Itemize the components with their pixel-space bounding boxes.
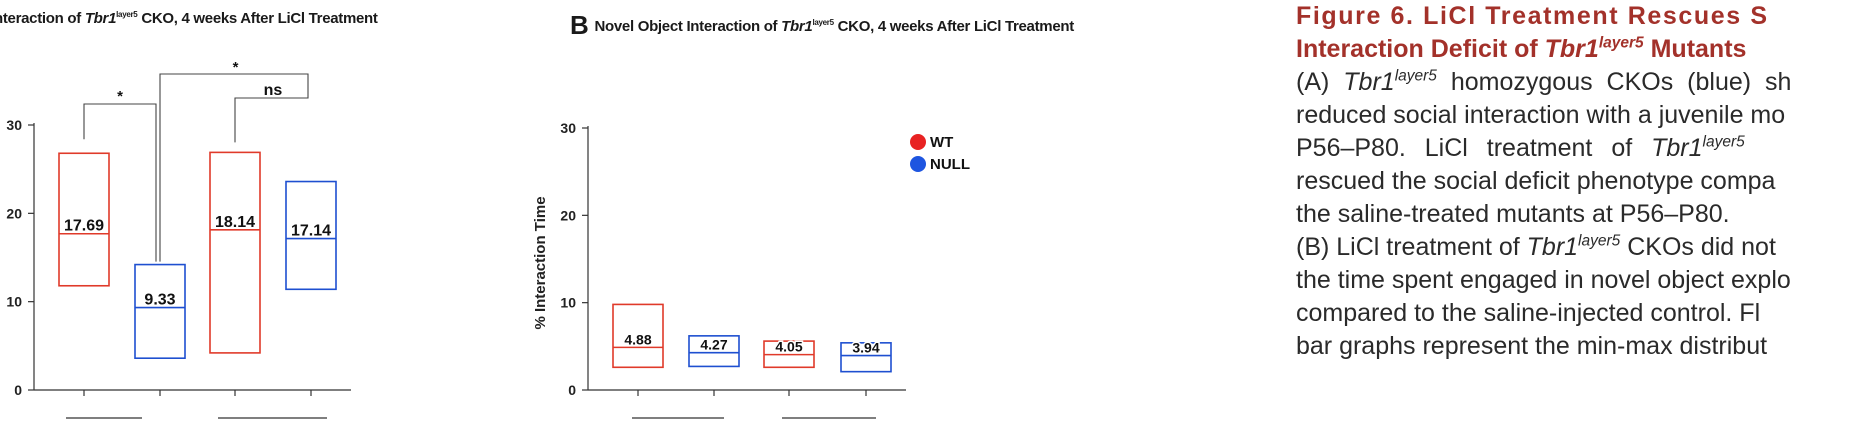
y-tick-label: 0 [14,382,22,398]
legend-swatch-null [910,156,926,172]
panel-b-title: B Novel Object Interaction of Tbr1layer5 … [570,10,1074,41]
caption-title-line-1: Figure 6. LiCl Treatment Rescues S [1296,2,1769,30]
y-tick-label: 30 [6,117,22,133]
legend-swatch-wt [910,134,926,150]
caption-l6-b: CKOs did not [1620,233,1776,261]
legend-label-null: NULL [930,156,970,173]
legend: WT NULL [910,134,970,173]
panel-a-title: nteraction of Tbr1layer5 CKO, 4 weeks Af… [0,10,378,27]
data-label-3: 4.05 [775,339,802,355]
caption-line-9: bar graphs represent the min-max distrib… [1296,332,1768,360]
caption-line-4: rescued the social deficit phenotype com… [1296,167,1776,195]
bracket-3-4 [234,96,309,143]
caption-line-6: (B) LiCl treatment of Tbr1layer5 CKOs di… [1296,231,1864,264]
box-1 [612,303,664,369]
caption-line-3: P56–P80. LiCl treatment of Tbr1layer5 [1296,132,1864,165]
panel-b-title-prefix: Novel Object Interaction of [594,18,782,35]
figure-charts: 0 10 20 30 17.69 9.33 18.14 17.14 0 10 20 30 % Inter… [6,59,970,419]
y-tick-label: 10 [560,295,576,311]
y-tick-label: 10 [6,294,22,310]
y-tick-label: 20 [560,207,576,223]
box-4 [285,180,337,291]
caption-line-1: (A) Tbr1layer5 homozygous CKOs (blue) sh [1296,66,1864,99]
caption-title: Figure 6. LiCl Treatment Rescues S Inter… [1296,0,1864,66]
panel-a-title-suffix: CKO, 4 weeks After LiCl Treatment [137,10,378,27]
caption-title-gene-sup: layer5 [1598,34,1644,52]
chart-a: 0 10 20 30 17.69 9.33 18.14 17.14 [6,117,351,419]
bracket-1-2 [83,103,157,262]
significance-brackets: * * ns [83,59,309,262]
caption-line-8: compared to the saline-injected control.… [1296,299,1761,327]
panel-a-gene-sup: layer5 [116,10,138,19]
caption-title-gene: Tbr1 [1544,35,1599,63]
caption-title-prefix: Interaction Deficit of [1296,35,1545,63]
caption-l6-sup: layer5 [1578,232,1621,250]
y-axis-label: % Interaction Time [532,196,549,329]
caption-title-line-2: Interaction Deficit of Tbr1layer5 Mutant… [1296,33,1864,66]
panel-b-letter: B [570,10,589,40]
figure-caption: Figure 6. LiCl Treatment Rescues S Inter… [1296,0,1864,363]
data-label-4: 3.94 [852,340,879,356]
panel-a-gene: Tbr1 [84,10,117,27]
data-label-1: 4.88 [624,331,651,347]
data-label-2: 9.33 [144,292,175,309]
panel-b-gene: Tbr1 [781,18,813,35]
y-tick-label: 0 [568,382,576,398]
caption-l6-gene: Tbr1 [1526,233,1579,261]
chart-b: 0 10 20 30 % Interaction Time 4.88 4.27 4.05 3.9… [532,120,906,419]
caption-l1-gene: Tbr1 [1343,68,1395,96]
data-label-4: 17.14 [291,223,331,240]
box-4 [840,342,892,373]
caption-l1-b: homozygous CKOs (blue) sh [1436,68,1792,96]
caption-l1-a: (A) [1296,68,1344,96]
box-1 [58,152,110,287]
significance-label-2: * [233,59,239,76]
data-label-3: 18.14 [215,214,255,231]
data-label-1: 17.69 [64,218,104,235]
box-2 [134,263,186,360]
y-tick-label: 20 [6,205,22,221]
panel-b-gene-sup: layer5 [812,18,834,27]
data-label-2: 4.27 [700,337,727,353]
caption-l1-sup: layer5 [1394,67,1437,85]
caption-l3-sup: layer5 [1702,133,1745,151]
caption-line-2: reduced social interaction with a juveni… [1296,101,1786,129]
caption-l3-a: P56–P80. LiCl treatment of [1296,134,1652,162]
legend-label-wt: WT [930,134,953,151]
caption-l6-a: (B) LiCl treatment of [1296,233,1527,261]
significance-label-3: ns [264,82,283,99]
panel-b-title-suffix: CKO, 4 weeks After LiCl Treatment [833,18,1075,35]
box-3 [209,151,261,354]
box-2 [688,335,740,368]
caption-line-5: the saline-treated mutants at P56–P80. [1296,200,1730,228]
bracket-2-4 [159,73,309,262]
caption-title-suffix: Mutants [1643,35,1747,63]
caption-line-7: the time spent engaged in novel object e… [1296,266,1791,294]
panel-a-title-prefix: nteraction of [0,10,85,27]
significance-label-1: * [117,88,123,105]
caption-l3-gene: Tbr1 [1651,134,1703,162]
y-tick-label: 30 [560,120,576,136]
